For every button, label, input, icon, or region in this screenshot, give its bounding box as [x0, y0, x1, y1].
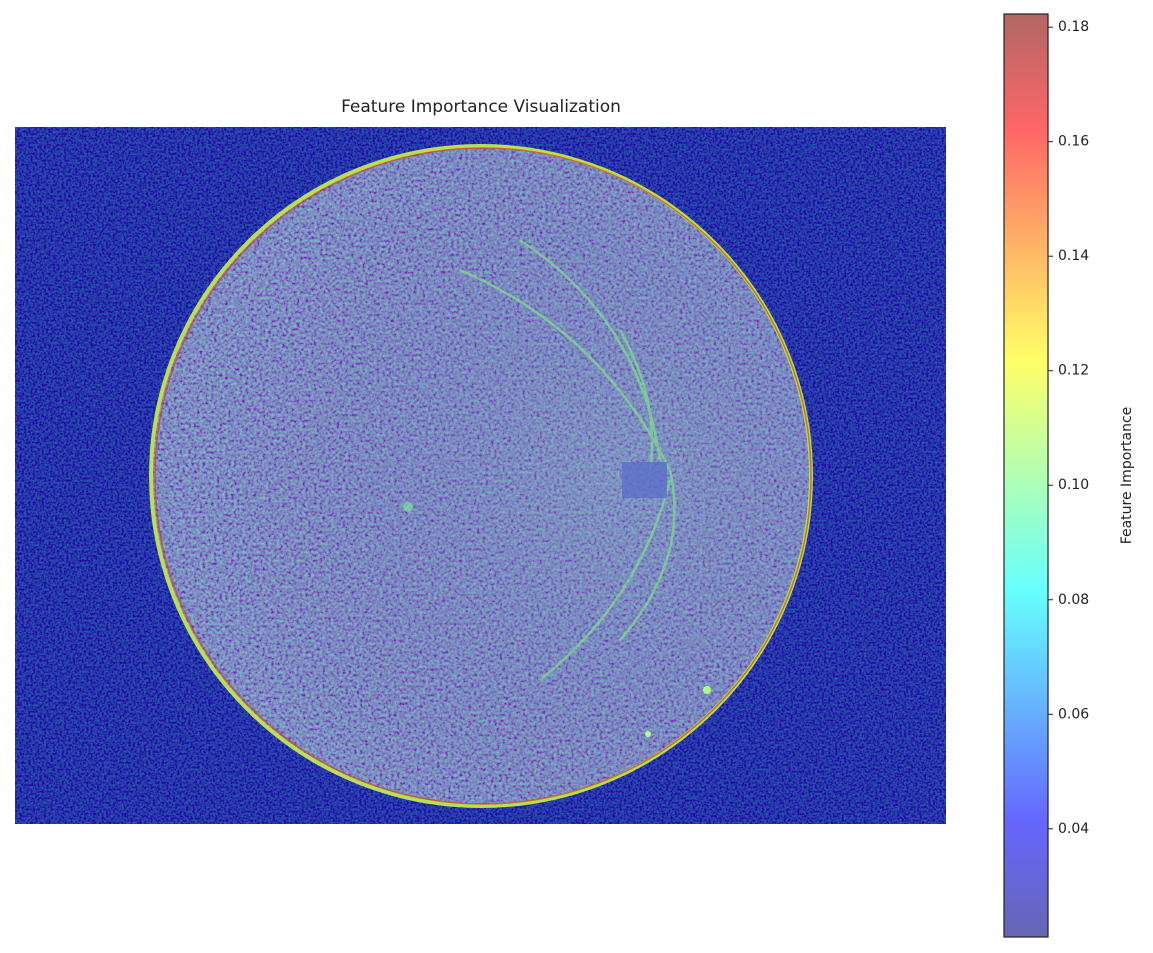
tick-label: 0.06 — [1058, 706, 1089, 722]
tick-label: 0.08 — [1058, 592, 1089, 608]
tick-label: 0.18 — [1058, 19, 1089, 35]
tick-label: 0.10 — [1058, 477, 1089, 493]
tick-label: 0.04 — [1058, 821, 1089, 837]
tick-label: 0.14 — [1058, 248, 1089, 264]
colorbar: 0.04 0.06 0.08 0.10 0.12 0.14 0.16 0.18 Feature … — [1003, 13, 1135, 938]
colorbar-frame — [1003, 13, 1049, 938]
tick-label: 0.16 — [1058, 134, 1089, 150]
heatmap-image — [15, 127, 946, 824]
colorbar-label: Feature Importance — [1119, 407, 1135, 545]
chart-title: Feature Importance Visualization — [341, 97, 621, 117]
colorbar-fill — [1004, 14, 1048, 937]
tick-label: 0.12 — [1058, 363, 1089, 379]
